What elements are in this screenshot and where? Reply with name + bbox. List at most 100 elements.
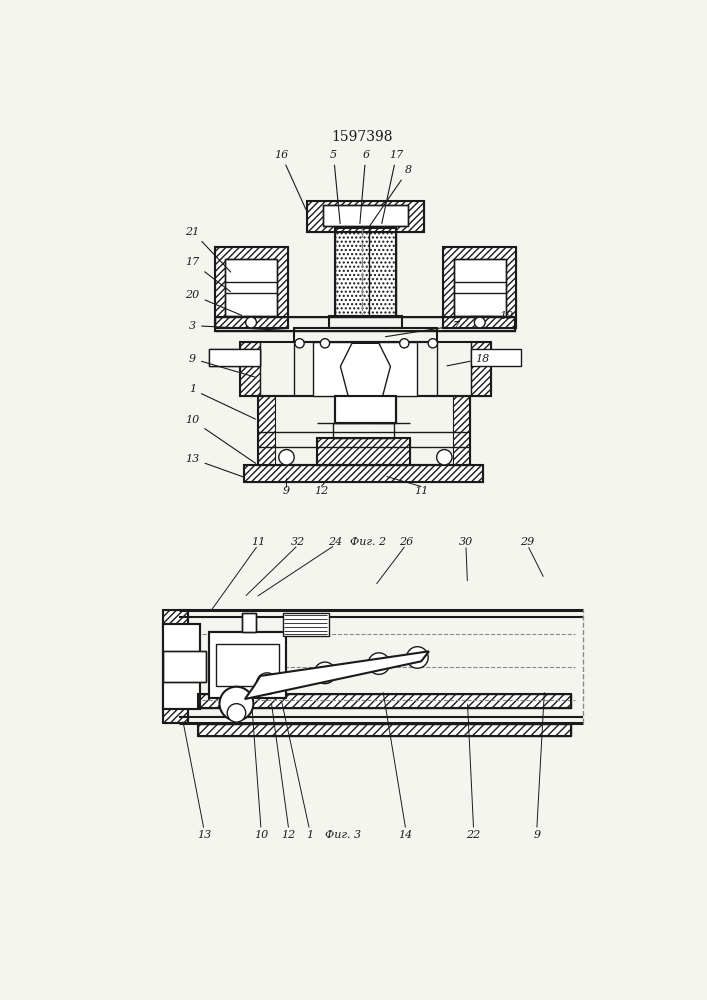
Text: 18: 18	[447, 354, 490, 366]
Circle shape	[399, 339, 409, 348]
Text: 3: 3	[189, 321, 293, 331]
Text: 1: 1	[306, 830, 313, 840]
Bar	[242, 613, 256, 632]
Text: 10: 10	[254, 830, 268, 840]
Circle shape	[227, 704, 246, 722]
Bar	[472, 342, 491, 396]
Bar	[163, 624, 200, 709]
Bar	[163, 651, 206, 682]
Bar	[308, 201, 423, 232]
Text: 7: 7	[385, 321, 460, 337]
Text: 12: 12	[314, 486, 328, 496]
Circle shape	[295, 339, 304, 348]
Bar	[198, 724, 571, 736]
Polygon shape	[245, 651, 429, 699]
Text: 1597398: 1597398	[331, 130, 392, 144]
Bar	[216, 644, 279, 686]
Bar	[198, 724, 571, 736]
Bar	[294, 328, 437, 342]
Text: 9: 9	[189, 354, 255, 377]
Bar	[372, 396, 396, 423]
Bar	[209, 632, 286, 698]
Bar	[240, 342, 259, 396]
Bar	[244, 465, 483, 482]
Bar	[242, 613, 256, 632]
Text: 9: 9	[533, 830, 540, 840]
Bar	[454, 259, 506, 316]
Bar	[472, 349, 521, 366]
Bar	[225, 259, 277, 316]
Bar	[163, 610, 188, 723]
Bar	[317, 438, 409, 465]
Text: 30: 30	[459, 537, 473, 547]
Bar	[215, 317, 515, 331]
Circle shape	[279, 450, 294, 465]
Bar	[333, 423, 395, 438]
Bar	[313, 342, 417, 396]
Text: 9: 9	[283, 486, 290, 496]
Bar	[198, 694, 571, 708]
Bar	[335, 228, 396, 316]
Bar	[443, 247, 516, 328]
Bar	[258, 396, 469, 465]
Text: 22: 22	[467, 830, 481, 840]
Bar	[215, 247, 288, 328]
Bar	[322, 205, 408, 226]
Text: 32: 32	[291, 537, 305, 547]
Bar	[335, 228, 396, 316]
Bar	[244, 465, 483, 482]
Bar	[335, 396, 396, 423]
Text: 19: 19	[470, 311, 513, 321]
Bar	[225, 259, 277, 316]
Bar	[317, 438, 409, 465]
Bar	[240, 342, 491, 396]
Text: 10: 10	[185, 415, 256, 463]
Bar	[163, 624, 200, 709]
Text: 1: 1	[189, 384, 255, 419]
Circle shape	[314, 662, 336, 684]
Text: 5: 5	[330, 150, 340, 223]
Bar	[215, 247, 288, 328]
Text: 16: 16	[274, 150, 306, 210]
Text: 29: 29	[520, 537, 534, 547]
Bar	[163, 610, 188, 723]
Text: 14: 14	[399, 830, 413, 840]
Circle shape	[407, 647, 428, 668]
Bar	[454, 259, 506, 316]
Bar	[198, 694, 571, 708]
Bar	[452, 396, 469, 465]
Polygon shape	[340, 343, 390, 396]
Bar	[283, 613, 329, 636]
Bar	[163, 651, 206, 682]
Text: 20: 20	[185, 290, 242, 315]
Bar	[322, 205, 408, 226]
Bar	[209, 632, 286, 698]
Circle shape	[257, 673, 278, 694]
Text: 21: 21	[185, 227, 230, 272]
Text: 13: 13	[197, 830, 211, 840]
Bar	[329, 316, 402, 328]
Text: 13: 13	[185, 454, 244, 477]
Circle shape	[474, 317, 485, 328]
Bar	[215, 317, 515, 331]
Bar	[335, 396, 396, 423]
Text: 8: 8	[369, 165, 411, 227]
Bar	[209, 349, 259, 366]
Text: 24: 24	[328, 537, 342, 547]
Circle shape	[246, 317, 257, 328]
Text: 11: 11	[414, 486, 428, 496]
Text: 6: 6	[360, 150, 369, 223]
Bar	[335, 396, 358, 423]
Text: 17: 17	[185, 257, 230, 292]
Text: 12: 12	[281, 830, 296, 840]
Circle shape	[368, 653, 390, 674]
Text: Фиг. 2: Фиг. 2	[351, 537, 387, 547]
Bar	[308, 201, 423, 232]
Circle shape	[428, 339, 438, 348]
Circle shape	[320, 339, 329, 348]
Bar	[209, 349, 259, 366]
Bar	[443, 247, 516, 328]
Circle shape	[219, 687, 253, 721]
Text: Фиг. 3: Фиг. 3	[325, 830, 361, 840]
Text: 17: 17	[382, 150, 404, 224]
